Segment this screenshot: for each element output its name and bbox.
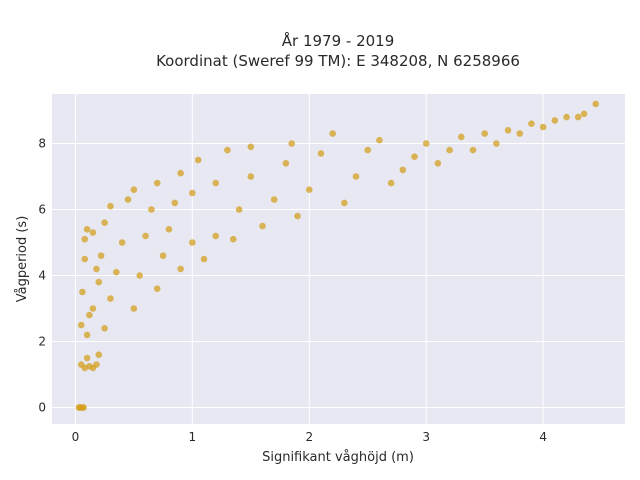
- scatter-point: [83, 331, 91, 339]
- scatter-point: [387, 179, 395, 187]
- scatter-point: [235, 206, 243, 213]
- scatter-point: [493, 140, 500, 147]
- scatter-point: [329, 130, 336, 137]
- scatter-point: [89, 305, 97, 312]
- scatter-point: [177, 265, 184, 273]
- scatter-point: [97, 252, 105, 259]
- scatter-point: [194, 156, 202, 164]
- scatter-point: [165, 226, 173, 233]
- scatter-point: [81, 255, 89, 263]
- scatter-point: [79, 404, 86, 411]
- x-tick-label: 0: [72, 430, 80, 444]
- scatter-point: [89, 229, 97, 236]
- scatter-point: [130, 186, 138, 193]
- y-tick-label: 6: [38, 203, 46, 217]
- scatter-point: [247, 173, 255, 180]
- scatter-point: [481, 130, 488, 137]
- scatter-point: [516, 130, 524, 137]
- scatter-point: [148, 206, 155, 213]
- scatter-point: [504, 127, 512, 134]
- grid-lines: [52, 94, 625, 424]
- scatter-point: [352, 173, 360, 180]
- scatter-point: [95, 351, 103, 359]
- scatter-point: [259, 222, 266, 230]
- scatter-point: [563, 113, 570, 121]
- tick-labels: 0 1 2 3 4 0 2 4 6 8: [38, 137, 547, 445]
- scatter-point: [83, 354, 91, 362]
- scatter-point: [95, 278, 103, 286]
- scatter-points: [75, 100, 600, 411]
- scatter-point: [294, 212, 301, 220]
- x-tick-label: 2: [305, 430, 313, 444]
- chart-title-line-1: År 1979 - 2019: [282, 31, 395, 50]
- scatter-point: [574, 113, 582, 121]
- scatter-point: [317, 150, 325, 157]
- x-tick-label: 3: [422, 430, 430, 444]
- scatter-point: [136, 272, 144, 279]
- scatter-point: [124, 196, 132, 203]
- x-axis-title: Signifikant våghöjd (m): [262, 450, 414, 465]
- scatter-point: [305, 186, 313, 193]
- y-axis-title: Vågperiod (s): [15, 216, 30, 303]
- scatter-point: [580, 110, 588, 118]
- scatter-point: [171, 199, 179, 207]
- scatter-point: [224, 146, 231, 154]
- scatter-point: [282, 160, 290, 167]
- scatter-point: [457, 133, 465, 141]
- scatter-point: [539, 123, 547, 131]
- scatter-point: [86, 311, 93, 319]
- scatter-point: [288, 140, 296, 147]
- scatter-point: [101, 325, 108, 332]
- y-tick-label: 8: [38, 137, 46, 151]
- scatter-point: [422, 140, 430, 147]
- scatter-point: [434, 160, 442, 167]
- scatter-point: [118, 239, 126, 246]
- scatter-point: [551, 117, 559, 124]
- scatter-point: [153, 285, 161, 293]
- scatter-point: [83, 226, 91, 233]
- scatter-point: [189, 239, 196, 246]
- scatter-point: [212, 232, 220, 240]
- scatter-point: [189, 189, 196, 197]
- scatter-point: [229, 235, 237, 243]
- x-tick-label: 1: [189, 430, 197, 444]
- scatter-point: [528, 120, 535, 127]
- scatter-point: [446, 146, 453, 154]
- scatter-point: [177, 169, 184, 177]
- scatter-point: [469, 146, 477, 154]
- scatter-point: [107, 202, 114, 210]
- scatter-point: [93, 265, 100, 273]
- scatter-point: [200, 255, 208, 263]
- scatter-point: [93, 361, 100, 368]
- scatter-point: [247, 143, 255, 151]
- scatter-point: [101, 219, 108, 226]
- scatter-point: [107, 295, 114, 302]
- scatter-point: [130, 305, 138, 312]
- scatter-point: [364, 146, 372, 154]
- scatter-point: [376, 136, 383, 144]
- y-tick-label: 2: [38, 335, 46, 349]
- scatter-point: [411, 153, 418, 160]
- chart-title-line-2: Koordinat (Sweref 99 TM): E 348208, N 62…: [156, 52, 520, 70]
- y-tick-label: 4: [38, 269, 46, 283]
- scatter-point: [81, 235, 89, 243]
- scatter-point: [142, 232, 149, 240]
- scatter-point: [212, 179, 220, 187]
- y-tick-label: 0: [38, 401, 46, 415]
- scatter-point: [399, 166, 407, 174]
- scatter-point: [270, 196, 278, 203]
- scatter-point: [79, 288, 86, 296]
- scatter-point: [113, 268, 120, 276]
- plot-background: [52, 94, 625, 424]
- scatter-point: [341, 199, 348, 207]
- scatter-point: [153, 179, 161, 187]
- x-tick-label: 4: [539, 430, 547, 444]
- scatter-point: [592, 100, 600, 108]
- scatter-point: [159, 252, 167, 259]
- scatter-point: [77, 321, 85, 329]
